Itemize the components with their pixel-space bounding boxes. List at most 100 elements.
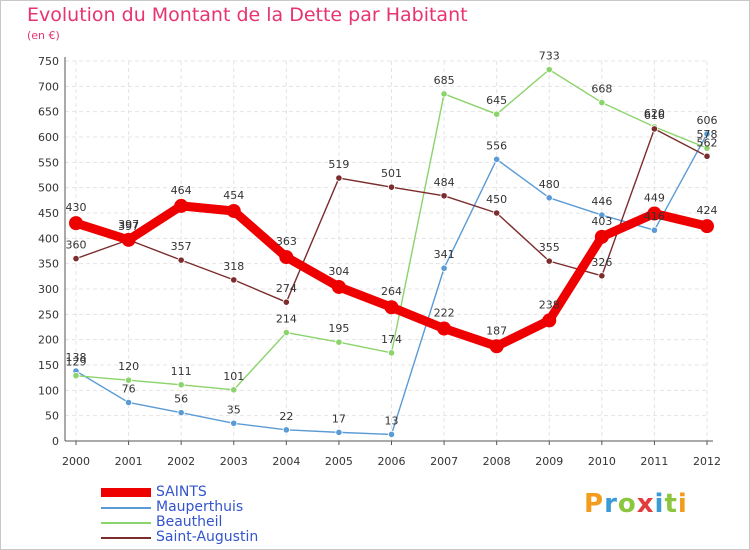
data-label-saint-augustin: 360 [66,239,87,252]
data-label-beautheil: 120 [118,360,139,373]
legend-label: SAINTS [156,484,207,500]
legend-swatch [101,537,151,539]
data-point-saints [69,216,83,231]
data-label-saint-augustin: 484 [434,176,455,189]
x-tick-label: 2005 [325,455,353,468]
data-label-saint-augustin: 357 [171,240,192,253]
series-lines [69,66,714,439]
data-label-mauperthuis: 22 [279,410,293,423]
data-point-saints [489,339,504,354]
data-label-beautheil: 578 [697,128,718,141]
logo-letter: o [617,489,637,519]
data-point-mauperthuis [650,226,659,234]
data-label-saints: 430 [66,201,87,214]
data-point-saints [279,250,294,265]
series-line-saints [71,201,712,351]
y-tick-label: 100 [38,384,59,397]
data-label-mauperthuis: 35 [227,403,241,416]
data-point-mauperthuis [387,430,396,439]
data-label-mauperthuis: 556 [486,139,507,152]
chart-unit: (en €) [27,29,60,42]
data-point-saint-augustin [598,272,606,280]
x-tick-label: 2002 [167,455,195,468]
legend-swatch [101,522,151,524]
data-label-saint-augustin: 326 [591,256,612,269]
data-label-mauperthuis: 56 [174,393,188,406]
data-label-beautheil: 620 [644,107,665,120]
y-tick-label: 750 [38,55,59,68]
data-label-saint-augustin: 274 [276,282,297,295]
data-label-mauperthuis: 17 [332,412,346,425]
data-label-saint-augustin: 501 [381,167,402,180]
data-label-mauperthuis: 76 [122,382,136,395]
y-tick-label: 150 [38,359,59,372]
x-tick-label: 2012 [693,455,721,468]
data-label-saints: 449 [644,192,665,205]
data-point-beautheil [598,98,606,107]
data-point-mauperthuis [598,211,606,219]
data-point-saints [594,229,609,244]
data-label-saint-augustin: 562 [697,136,718,149]
data-label-mauperthuis: 341 [434,248,455,261]
data-label-saints: 464 [171,184,192,197]
logo-letter: i [677,489,688,519]
data-point-saint-augustin [282,298,290,306]
data-label-mauperthuis: 13 [385,414,399,427]
data-label-beautheil: 645 [486,94,507,107]
data-point-saints [174,198,189,213]
data-label-saints: 403 [591,215,612,228]
data-point-beautheil [493,110,501,118]
data-point-saint-augustin [440,192,448,200]
data-label-saint-augustin: 450 [486,193,507,206]
x-tick-label: 2007 [430,455,458,468]
data-label-mauperthuis: 138 [66,351,87,364]
y-tick-label: 400 [38,232,59,245]
data-point-saints [226,203,241,218]
data-point-mauperthuis [335,428,343,436]
legend-label: Beautheil [156,514,223,530]
data-point-beautheil [282,328,290,337]
x-tick-label: 2006 [378,455,406,468]
y-tick-label: 200 [38,334,59,347]
data-label-saint-augustin: 318 [223,260,244,273]
legend-label: Mauperthuis [156,499,244,515]
data-point-saints [647,206,662,221]
x-tick-label: 2003 [220,455,248,468]
y-tick-label: 600 [38,131,59,144]
data-label-saint-augustin: 616 [644,109,665,122]
data-point-saint-augustin [493,209,501,217]
y-tick-label: 550 [38,156,59,169]
legend-swatch [101,488,151,497]
data-label-saints: 363 [276,235,297,248]
data-point-saints [384,300,399,315]
data-point-saint-augustin [72,255,80,263]
data-point-mauperthuis [493,155,501,163]
data-point-saints [437,321,452,336]
logo-letter: P [584,489,605,519]
data-labels: 138 76 56 35 22 17 13 341 556 480 446 416 606 129 120 1… [66,50,718,428]
data-label-beautheil: 101 [223,370,244,383]
x-tick-label: 2004 [272,455,300,468]
data-point-saint-augustin [387,183,396,191]
data-point-mauperthuis [440,264,448,272]
data-label-beautheil: 195 [328,322,349,335]
data-point-beautheil [124,376,133,384]
proxiti-logo: Proxiti [584,489,688,519]
x-tick-label: 2010 [588,455,616,468]
data-label-saint-augustin: 355 [539,241,560,254]
data-point-mauperthuis [230,419,238,427]
data-label-saints: 187 [486,324,507,337]
axes: 0 50 100 150 200 250 300 350 400 450 500 550 600 650 7… [38,55,721,468]
y-tick-label: 250 [38,308,59,321]
data-point-saint-augustin [545,257,553,265]
x-tick-label: 2009 [535,455,563,468]
data-label-beautheil: 174 [381,333,402,346]
data-label-mauperthuis: 446 [591,195,612,208]
y-tick-label: 450 [38,207,59,220]
data-point-mauperthuis [545,194,553,202]
data-point-mauperthuis [282,426,290,434]
data-point-beautheil [387,349,396,357]
logo-letter: i [654,489,665,519]
y-tick-label: 300 [38,283,59,296]
